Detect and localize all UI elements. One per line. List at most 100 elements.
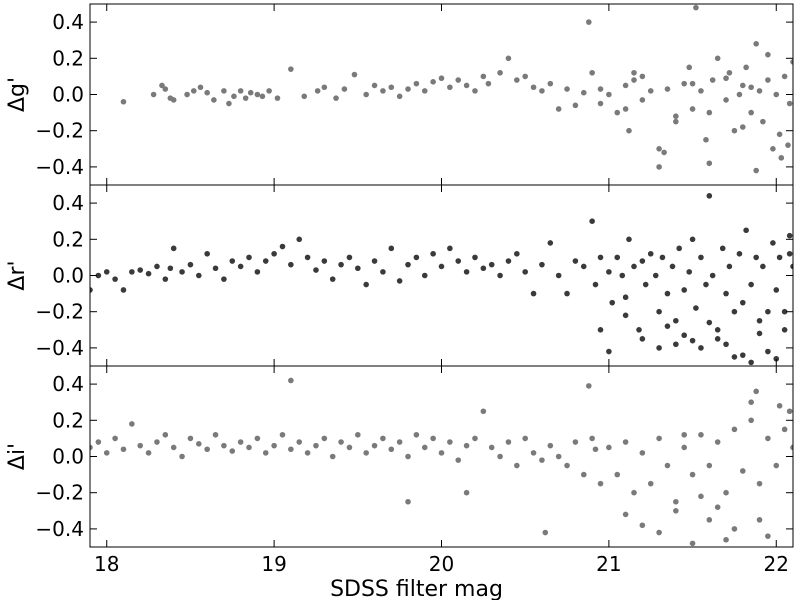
data-point bbox=[271, 250, 277, 257]
data-point bbox=[187, 261, 194, 268]
data-point bbox=[497, 453, 503, 460]
data-point bbox=[120, 287, 127, 293]
data-point bbox=[463, 269, 470, 275]
data-point bbox=[120, 446, 127, 453]
data-point bbox=[770, 240, 776, 246]
data-point bbox=[338, 439, 344, 445]
data-point bbox=[542, 529, 549, 536]
data-point bbox=[739, 124, 746, 130]
data-point bbox=[539, 457, 545, 463]
data-point bbox=[781, 308, 788, 315]
data-point bbox=[112, 435, 118, 442]
panel-2: −0.4 −0.2 0.0 0.2 0.4 Δr' bbox=[5, 184, 794, 367]
data-point bbox=[614, 254, 621, 261]
data-point bbox=[254, 91, 261, 98]
data-point bbox=[756, 317, 763, 324]
data-point bbox=[488, 444, 495, 451]
data-point bbox=[346, 444, 353, 451]
data-point bbox=[229, 448, 236, 454]
data-point bbox=[776, 131, 783, 138]
data-point bbox=[196, 272, 202, 279]
data-point bbox=[790, 59, 793, 65]
data-point bbox=[463, 442, 470, 449]
data-point bbox=[622, 106, 629, 112]
data-point bbox=[689, 80, 696, 87]
data-point bbox=[689, 471, 696, 478]
data-point bbox=[781, 426, 788, 433]
data-point bbox=[103, 450, 110, 456]
data-point bbox=[388, 446, 395, 453]
data-point bbox=[321, 84, 328, 91]
data-point bbox=[522, 73, 528, 80]
data-point bbox=[739, 352, 746, 358]
data-point bbox=[743, 64, 749, 71]
data-point bbox=[572, 102, 579, 109]
data-point bbox=[197, 84, 204, 91]
data-point bbox=[547, 80, 554, 87]
data-point bbox=[748, 399, 754, 406]
y-axis-label: Δr' bbox=[5, 260, 30, 290]
data-point bbox=[355, 431, 361, 438]
data-point bbox=[514, 462, 520, 469]
data-point bbox=[112, 276, 118, 282]
data-point bbox=[698, 88, 704, 94]
data-point bbox=[622, 82, 629, 89]
data-point bbox=[731, 354, 738, 360]
data-point bbox=[739, 468, 746, 474]
data-point bbox=[329, 276, 336, 282]
data-point bbox=[748, 281, 754, 288]
data-point bbox=[748, 417, 754, 424]
data-point bbox=[753, 388, 759, 395]
data-point bbox=[656, 164, 662, 170]
data-point bbox=[619, 272, 626, 279]
plot-frame bbox=[89, 365, 794, 548]
data-point bbox=[204, 250, 210, 257]
data-point bbox=[693, 305, 699, 311]
data-point bbox=[639, 73, 646, 80]
data-point bbox=[731, 526, 738, 532]
data-point bbox=[314, 88, 321, 94]
data-point bbox=[765, 51, 771, 58]
data-point bbox=[656, 435, 662, 442]
data-point bbox=[765, 435, 771, 442]
data-point bbox=[689, 236, 696, 243]
y-tick-label: −0.4 bbox=[35, 155, 84, 179]
data-point bbox=[371, 258, 378, 264]
data-point bbox=[145, 270, 152, 277]
data-point bbox=[659, 254, 666, 261]
y-tick-label: −0.4 bbox=[35, 336, 84, 360]
data-point bbox=[765, 77, 771, 83]
data-point bbox=[413, 80, 420, 87]
data-point bbox=[547, 442, 554, 449]
data-point bbox=[770, 146, 776, 152]
data-point bbox=[753, 167, 759, 174]
data-point bbox=[681, 332, 687, 339]
data-point bbox=[686, 64, 693, 71]
data-point bbox=[622, 294, 629, 301]
data-point bbox=[748, 84, 754, 91]
data-point bbox=[673, 341, 679, 348]
data-point bbox=[778, 155, 785, 161]
data-point bbox=[631, 489, 637, 496]
data-point bbox=[564, 462, 570, 469]
data-point bbox=[485, 80, 492, 87]
data-point bbox=[589, 435, 595, 442]
data-point bbox=[592, 446, 599, 453]
data-point bbox=[656, 308, 662, 315]
y-tick-label: 0.2 bbox=[52, 46, 84, 70]
data-point bbox=[723, 290, 729, 297]
data-point bbox=[371, 82, 378, 89]
data-point bbox=[773, 462, 780, 469]
data-point bbox=[212, 431, 219, 438]
data-point bbox=[656, 529, 662, 536]
data-point bbox=[488, 261, 495, 268]
data-point bbox=[304, 450, 311, 456]
data-point bbox=[597, 254, 604, 261]
data-point bbox=[606, 348, 612, 355]
data-point bbox=[211, 97, 217, 103]
data-point bbox=[530, 84, 537, 91]
data-point bbox=[753, 254, 759, 261]
data-point bbox=[765, 533, 771, 539]
data-point bbox=[698, 345, 704, 351]
data-point bbox=[786, 100, 793, 107]
